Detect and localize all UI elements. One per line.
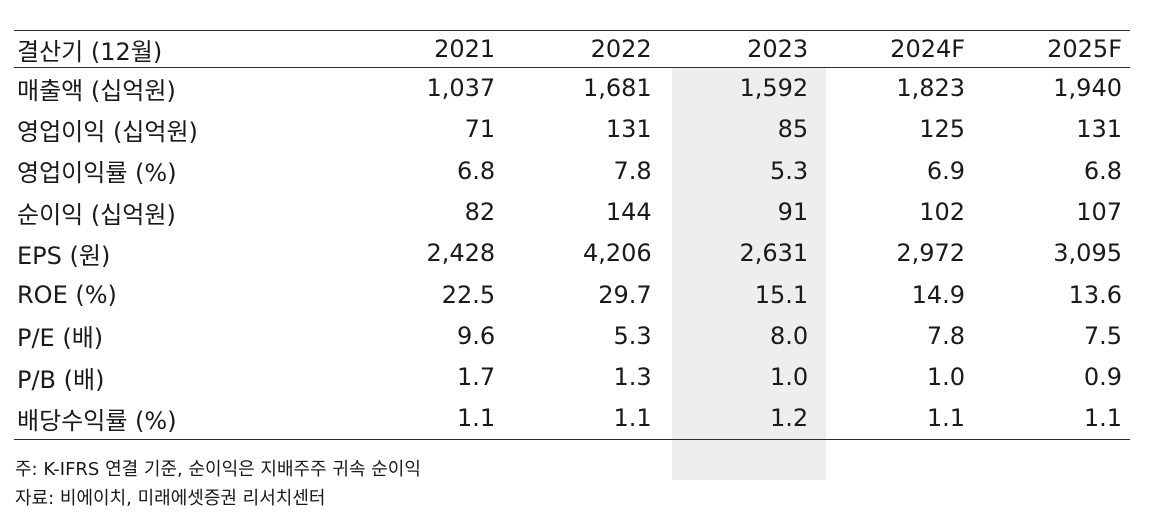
table-row-pb: P/B (배) 1.7 1.3 1.0 1.0 0.9 (14, 357, 1130, 398)
table-cell: 1.0 (926, 363, 966, 392)
financial-summary-table: 결산기 (12월) 2021 2022 2023 2024F 2025F 매출액… (14, 30, 1130, 440)
table-cell: 6.8 (457, 156, 496, 185)
header-year-2025f: 2025F (1047, 35, 1122, 63)
row-label: 배당수익률 (%) (17, 406, 177, 435)
row-label: 영업이익 (십억원) (17, 117, 198, 146)
table-cell: 107 (1076, 198, 1122, 227)
row-label: 순이익 (십억원) (17, 200, 176, 229)
table-cell: 85 (777, 115, 809, 144)
footnote-source: 자료: 비에이치, 미래에셋증권 리서치센터 (15, 488, 326, 509)
table-row-revenue: 매출액 (십억원) 1,037 1,681 1,592 1,823 1,940 (14, 68, 1130, 109)
table-cell: 1.1 (457, 404, 496, 433)
table-cell: 1,592 (739, 74, 809, 103)
table-cell: 1.0 (770, 363, 809, 392)
table-cell: 2,428 (426, 239, 496, 268)
row-label: 매출액 (십억원) (17, 76, 176, 105)
table-row-operating-profit: 영업이익 (십억원) 71 131 85 125 131 (14, 109, 1130, 150)
header-year-2024f: 2024F (890, 35, 966, 63)
table-row-pe: P/E (배) 9.6 5.3 8.0 7.8 7.5 (14, 315, 1130, 356)
table-footnotes: 주: K-IFRS 연결 기준, 순이익은 지배주주 귀속 순이익 자료: 비에… (15, 455, 421, 513)
row-label: ROE (%) (17, 280, 117, 309)
table-cell: 4,206 (582, 239, 652, 268)
table-cell: 131 (1076, 115, 1122, 144)
financial-summary-table-wrapper: 결산기 (12월) 2021 2022 2023 2024F 2025F 매출액… (14, 30, 1130, 480)
table-cell: 1.1 (1083, 404, 1122, 433)
table-cell: 1,940 (1053, 74, 1122, 103)
table-cell: 14.9 (911, 280, 966, 309)
table-cell: 8.0 (770, 321, 809, 350)
row-label: 영업이익률 (%) (17, 159, 177, 188)
table-row-net-income: 순이익 (십억원) 82 144 91 102 107 (14, 191, 1130, 232)
table-cell: 7.5 (1083, 321, 1122, 350)
table-cell: 91 (777, 198, 809, 227)
table-cell: 1.3 (613, 363, 652, 392)
table-cell: 102 (919, 198, 966, 227)
footnote-basis: 주: K-IFRS 연결 기준, 순이익은 지배주주 귀속 순이익 (15, 459, 421, 480)
header-row: 결산기 (12월) 2021 2022 2023 2024F 2025F (14, 30, 1130, 68)
table-cell: 1.1 (926, 404, 966, 433)
row-label: P/B (배) (17, 365, 105, 394)
row-label: EPS (원) (17, 241, 111, 270)
table-row-roe: ROE (%) 22.5 29.7 15.1 14.9 13.6 (14, 274, 1130, 315)
table-cell: 125 (919, 115, 966, 144)
table-cell: 2,631 (739, 239, 809, 268)
table-cell: 1,681 (582, 74, 652, 103)
table-cell: 1,823 (896, 74, 966, 103)
table-cell: 82 (464, 198, 496, 227)
table-cell: 22.5 (441, 280, 496, 309)
header-fiscal-year: 결산기 (12월) (17, 37, 163, 66)
table-cell: 9.6 (457, 321, 496, 350)
table-cell: 144 (605, 198, 652, 227)
table-cell: 3,095 (1053, 239, 1122, 268)
table-cell: 2,972 (896, 239, 966, 268)
table-cell: 1.7 (457, 363, 496, 392)
table-row-operating-margin: 영업이익률 (%) 6.8 7.8 5.3 6.9 6.8 (14, 150, 1130, 191)
header-year-2021: 2021 (434, 35, 496, 63)
table-cell: 1.2 (770, 404, 809, 433)
table-cell: 1.1 (613, 404, 652, 433)
table-row-eps: EPS (원) 2,428 4,206 2,631 2,972 3,095 (14, 233, 1130, 274)
table-row-dividend-yield: 배당수익률 (%) 1.1 1.1 1.2 1.1 1.1 (14, 398, 1130, 440)
table-cell: 5.3 (770, 156, 809, 185)
row-label: P/E (배) (17, 324, 104, 353)
table-cell: 5.3 (613, 321, 652, 350)
table-cell: 7.8 (613, 156, 652, 185)
table-cell: 6.9 (926, 156, 966, 185)
table-cell: 7.8 (926, 321, 966, 350)
table-cell: 29.7 (598, 280, 652, 309)
highlighted-column-2023 (672, 68, 826, 480)
table-cell: 1,037 (426, 74, 496, 103)
header-year-2023: 2023 (747, 35, 809, 63)
table-cell: 6.8 (1083, 156, 1122, 185)
table-cell: 13.6 (1068, 280, 1122, 309)
table-cell: 131 (605, 115, 652, 144)
table-cell: 71 (464, 115, 496, 144)
table-cell: 0.9 (1083, 363, 1122, 392)
header-year-2022: 2022 (590, 35, 652, 63)
table-cell: 15.1 (754, 280, 809, 309)
